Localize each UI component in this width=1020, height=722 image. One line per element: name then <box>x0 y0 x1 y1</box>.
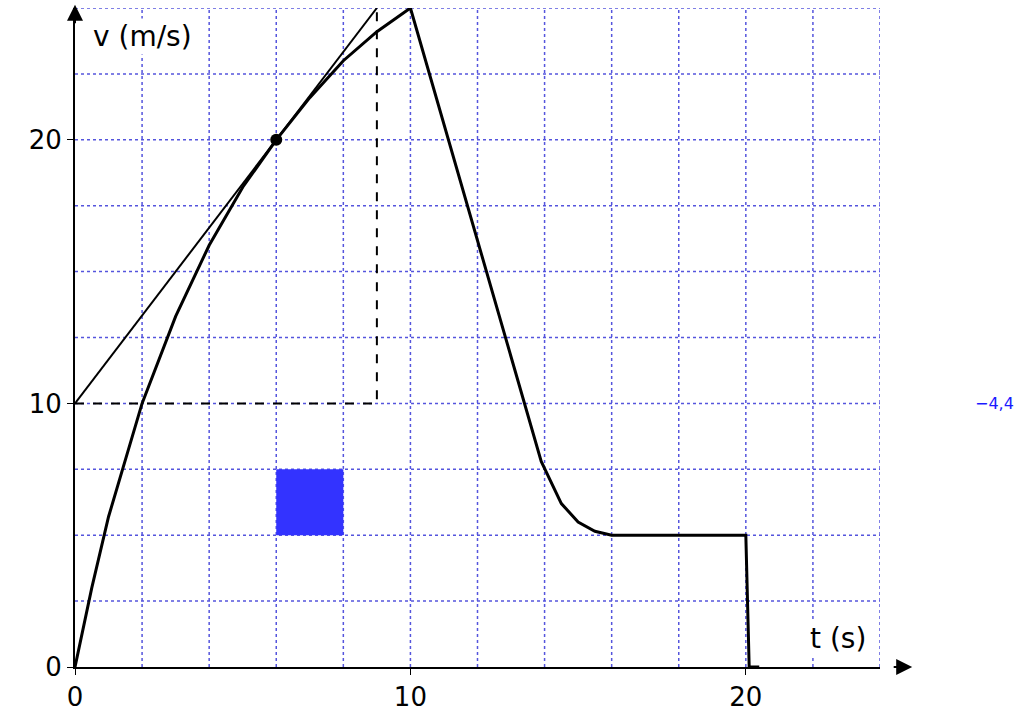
svg-text:−4,4 m/s²: −4,4 m/s² <box>975 394 1020 413</box>
svg-text:0: 0 <box>67 682 84 712</box>
svg-text:10: 10 <box>394 682 427 712</box>
svg-text:v (m/s): v (m/s) <box>93 20 192 53</box>
svg-text:0: 0 <box>45 652 62 682</box>
svg-text:20: 20 <box>729 682 762 712</box>
svg-text:10: 10 <box>29 389 62 419</box>
svg-text:20: 20 <box>29 125 62 155</box>
svg-text:t (s): t (s) <box>810 622 866 655</box>
